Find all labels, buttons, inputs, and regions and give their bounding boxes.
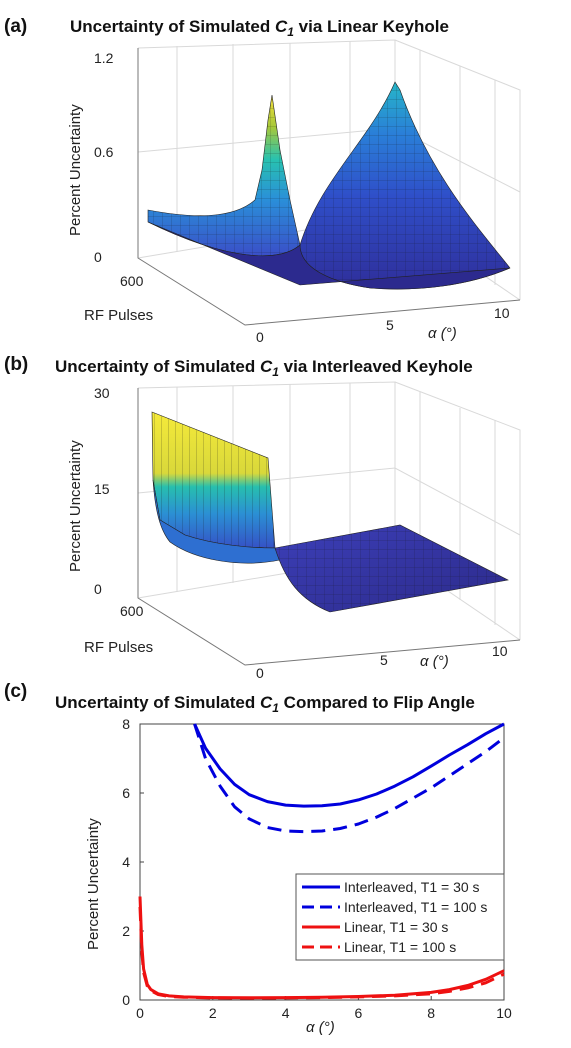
- panel-b-ytick-600: 600: [120, 603, 144, 619]
- panel-c-lines: [138, 722, 505, 1000]
- legend-label-1: Interleaved, T1 = 100 s: [344, 899, 487, 915]
- panel-b-xtick-0: 0: [256, 665, 264, 681]
- panel-b-ztick-30: 30: [94, 385, 110, 401]
- panel-b-xtick-10: 10: [492, 643, 508, 659]
- panel-b-ztick-15: 15: [94, 481, 110, 497]
- panel-a-title: Uncertainty of Simulated C1 via Linear K…: [70, 17, 449, 39]
- legend-label-2: Linear, T1 = 30 s: [344, 919, 448, 935]
- panel-c-ytick-label: 4: [122, 854, 130, 870]
- panel-b-surface-floor-mesh: [275, 525, 508, 612]
- panel-c-ytick-label: 8: [122, 716, 130, 732]
- series-line-0: [193, 722, 505, 808]
- panel-b-title: Uncertainty of Simulated C1 via Interlea…: [55, 357, 473, 379]
- panel-a-ztick-1.2: 1.2: [94, 50, 114, 66]
- panel-a-surface-floor: [147, 221, 511, 290]
- panel-a-surface-left-mesh: [148, 95, 300, 256]
- panel-b-surface-wall-mesh: [152, 412, 275, 548]
- panel-b: (b) Uncertainty of Simulated C1 via Inte…: [4, 354, 521, 681]
- panel-b-ylabel: RF Pulses: [84, 639, 153, 656]
- panel-c-ticks: 0 2 4 6 8 10 0 2 4 6 8: [122, 716, 512, 1021]
- panel-a-xlabel: α (°): [428, 325, 457, 342]
- series-line-1: [193, 723, 505, 834]
- panel-a-surface-right-mesh: [300, 82, 510, 290]
- panel-c-xtick-label: 6: [355, 1005, 363, 1021]
- panel-c-xtick-label: 0: [136, 1005, 144, 1021]
- panel-b-label: (b): [4, 354, 28, 375]
- panel-c-ytick-label: 0: [122, 992, 130, 1008]
- panel-c-xtick-label: 2: [209, 1005, 217, 1021]
- panel-c: (c) Uncertainty of Simulated C1 Compared…: [4, 681, 512, 1036]
- panel-a-ylabel: RF Pulses: [84, 307, 153, 324]
- panel-b-surface-lower: [152, 479, 281, 564]
- panel-a: (a) Uncertainty of Simulated C1 via Line…: [4, 16, 521, 345]
- panel-a-label: (a): [4, 16, 27, 37]
- panel-a-xtick-0: 0: [256, 329, 264, 345]
- panel-b-xtick-5: 5: [380, 652, 388, 668]
- legend-label-3: Linear, T1 = 100 s: [344, 939, 456, 955]
- panel-a-xtick-5: 5: [386, 317, 394, 333]
- panel-b-xlabel: α (°): [420, 653, 449, 670]
- panel-c-ytick-label: 6: [122, 785, 130, 801]
- legend-label-0: Interleaved, T1 = 30 s: [344, 879, 480, 895]
- series-line-3: [138, 906, 505, 1000]
- panel-a-zlabel: Percent Uncertainty: [67, 104, 84, 236]
- panel-c-plot-area: 0 2 4 6 8 10 0 2 4 6 8: [122, 716, 512, 1021]
- panel-b-zlabel: Percent Uncertainty: [67, 440, 84, 572]
- panel-c-xtick-label: 8: [427, 1005, 435, 1021]
- panel-c-title: Uncertainty of Simulated C1 Compared to …: [55, 693, 475, 715]
- panel-c-xtick-label: 10: [496, 1005, 512, 1021]
- panel-c-label: (c): [4, 681, 27, 702]
- panel-a-ztick-0.6: 0.6: [94, 144, 114, 160]
- panel-b-ztick-0: 0: [94, 581, 102, 597]
- panel-a-ytick-600: 600: [120, 273, 144, 289]
- panel-c-ylabel: Percent Uncertainty: [85, 818, 102, 950]
- panel-c-legend: Interleaved, T1 = 30 s Interleaved, T1 = …: [295, 873, 505, 961]
- panel-c-xlabel: α (°): [306, 1019, 335, 1036]
- panel-c-xtick-label: 4: [282, 1005, 290, 1021]
- panel-a-3d-grid: [137, 39, 521, 326]
- panel-c-ytick-label: 2: [122, 923, 130, 939]
- panel-a-xtick-10: 10: [494, 305, 510, 321]
- panel-a-ztick-0: 0: [94, 249, 102, 265]
